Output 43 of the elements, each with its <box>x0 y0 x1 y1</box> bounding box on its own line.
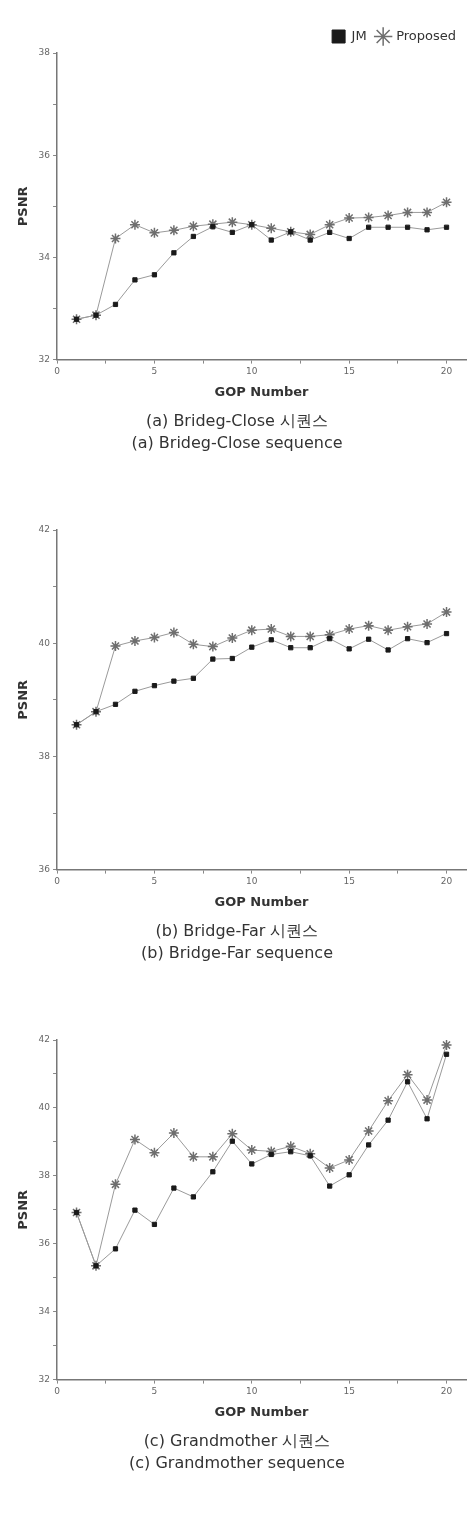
y-tick-label: 42 <box>38 524 51 535</box>
x-axis-title: GOP Number <box>214 383 310 399</box>
y-tick-label: 34 <box>38 1306 51 1317</box>
legend-label: JM <box>350 27 367 43</box>
x-tick-label: 5 <box>151 876 158 887</box>
y-tick-label: 38 <box>38 750 51 761</box>
text: (c) Grandmother sequence <box>128 1452 346 1474</box>
text: (b) Bridge-Far 시퀀스 <box>154 920 320 942</box>
y-tick-label: 36 <box>38 149 51 160</box>
x-axis-title: GOP Number <box>214 893 310 909</box>
text: (a) Brideg-Close 시퀀스 <box>145 410 329 432</box>
x-tick-label: 20 <box>440 876 453 887</box>
y-tick-label: 40 <box>38 637 51 648</box>
x-tick-label: 5 <box>151 366 158 377</box>
text: (b) Bridge-Far sequence <box>140 942 334 964</box>
y-tick-label: 34 <box>38 251 51 262</box>
x-tick-label: 0 <box>54 366 61 377</box>
y-tick-label: 42 <box>38 1034 51 1045</box>
y-tick-label: 40 <box>38 1102 51 1113</box>
y-tick-label: 32 <box>38 353 51 364</box>
text: (c) Grandmother 시퀀스 <box>142 1430 332 1452</box>
x-tick-label: 10 <box>246 366 258 377</box>
legend-label: Proposed <box>396 27 457 43</box>
y-tick-label: 38 <box>38 47 51 58</box>
x-tick-label: 0 <box>54 876 61 887</box>
x-tick-label: 15 <box>343 366 355 377</box>
y-tick-label: 38 <box>38 1170 51 1181</box>
x-tick-label: 15 <box>343 1386 355 1397</box>
x-tick-label: 20 <box>440 366 453 377</box>
y-tick-label: 32 <box>38 1373 51 1384</box>
x-tick-label: 5 <box>151 1386 158 1397</box>
x-tick-label: 10 <box>246 1386 258 1397</box>
x-tick-label: 0 <box>54 1386 61 1397</box>
x-tick-label: 10 <box>246 876 258 887</box>
text: (a) Brideg-Close sequence <box>130 432 344 454</box>
x-tick-label: 20 <box>440 1386 453 1397</box>
y-axis-title: PSNR <box>15 1189 31 1230</box>
x-tick-label: 15 <box>343 876 355 887</box>
y-tick-label: 36 <box>38 863 51 874</box>
y-axis-title: PSNR <box>15 679 31 720</box>
x-axis-title: GOP Number <box>214 1403 310 1419</box>
y-tick-label: 36 <box>38 1238 51 1249</box>
y-axis-title: PSNR <box>15 186 31 227</box>
